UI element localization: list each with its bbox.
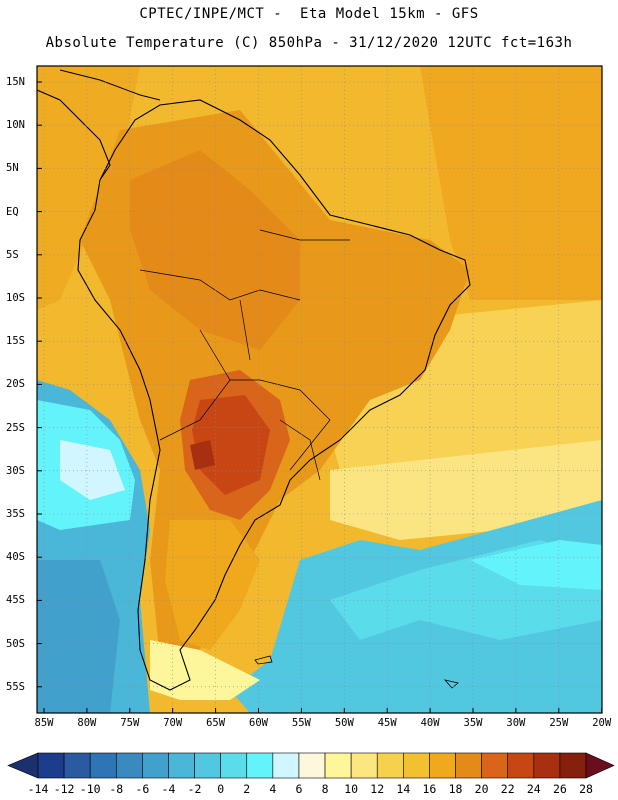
colorbar-cell [350,752,378,779]
lon-label: 65W [206,717,226,729]
lat-label: 45S [6,594,25,607]
colorbar-label: -12 [53,782,75,796]
colorbar-cell [272,752,300,779]
lat-label: EQ [6,205,19,218]
falkland-islands [254,655,273,665]
lat-label: 5S [6,248,19,261]
axis-ticks [37,81,603,713]
lon-label: 50W [334,717,354,729]
colorbar-cell [403,752,430,779]
colorbar-cell [559,752,587,779]
lon-label: 20W [592,717,612,729]
lon-label: 75W [120,717,140,729]
colorbar-cell [246,752,274,779]
colorbar-cell [142,752,169,779]
lat-label: 5N [6,162,19,175]
colorbar-cell [37,752,65,779]
continent-outline [77,99,471,691]
colorbar-label: -2 [187,782,202,796]
colorbar-cell [324,752,352,779]
lon-label: 30W [506,717,526,729]
lon-label: 40W [420,717,440,729]
colorbar-label: 2 [243,782,251,796]
colorbar-label: -10 [79,782,101,796]
colorbar-label: -14 [27,782,49,796]
colorbar-cell [481,752,509,779]
colorbar-cell [455,752,482,779]
chaco-very-hot [192,395,270,495]
colorbar-label: 4 [269,782,277,796]
lat-label: 35S [6,508,25,520]
colorbar-label: 14 [396,782,411,796]
colorbar-cell [507,752,535,779]
lat-label: 30S [6,464,25,477]
pacific-north-region [37,66,140,310]
colorbar-cell [168,752,195,779]
south-atlantic-bright [470,540,602,590]
lat-label: 10N [6,119,25,132]
lat-label: 25S [6,421,25,434]
lon-label: 80W [77,717,97,729]
colorbar-cell [298,752,326,779]
patagonia-pale [150,640,260,700]
colorbar-label: 0 [217,782,225,796]
lat-label: 10S [6,292,25,304]
colorbar-label: -6 [135,782,150,796]
colorbar-cell [429,752,456,779]
colorbar-cell [533,752,561,779]
colorbar-cell [376,752,404,779]
colorbar-label: 6 [295,782,303,796]
lon-label: 25W [549,717,569,729]
lat-label: 40S [6,551,25,564]
colorbar-label: 8 [321,782,329,796]
central-america-outline [37,89,111,181]
lon-label: 35W [463,717,483,729]
colorbar-label: 24 [526,782,541,796]
chart-subtitle: Absolute Temperature (C) 850hPa - 31/12/… [45,35,573,51]
colorbar-label: -8 [109,782,124,796]
lon-label: 85W [34,717,54,729]
lat-label: 55S [6,680,25,693]
colorbar-label: 26 [552,782,567,796]
caribbean-outline [59,69,161,101]
lat-label: 15S [6,335,25,348]
lat-label: 20S [6,378,25,391]
colorbar-cell [63,752,91,779]
lat-label: 15N [6,76,25,88]
chaco-hottest [190,440,215,470]
pacific-deep-cold [37,560,120,713]
colorbar-label: 20 [474,782,489,796]
chart-title: CPTEC/INPE/MCT - Eta Model 15km - GFS [139,6,479,22]
atlantic-warm-region [420,66,602,300]
lon-label: 70W [163,717,183,729]
lon-label: 55W [291,717,311,729]
colorbar-label: 10 [344,782,359,796]
colorbar-label: 12 [370,782,385,796]
pacific-pale [60,440,125,500]
colorbar-cell [220,752,248,779]
national-borders [139,229,350,481]
colorbar-label: -4 [161,782,176,796]
colorbar-label: 18 [448,782,463,796]
atlantic-pale-band [330,440,602,540]
lon-label: 45W [377,717,397,729]
colorbar-cell [115,752,143,779]
lon-label: 60W [249,717,268,729]
colorbar-cell [89,752,117,779]
colorbar-right-arrow [585,752,615,779]
colorbar-left-arrow [7,752,39,779]
map-frame [36,65,603,714]
colorbar-label: 16 [422,782,437,796]
colorbar-cell [194,752,221,779]
lat-label: 50S [6,637,25,650]
south-georgia [443,679,459,689]
amazon-warm [130,150,300,350]
colorbar-label: 22 [500,782,515,796]
colorbar-label: 28 [579,782,593,796]
